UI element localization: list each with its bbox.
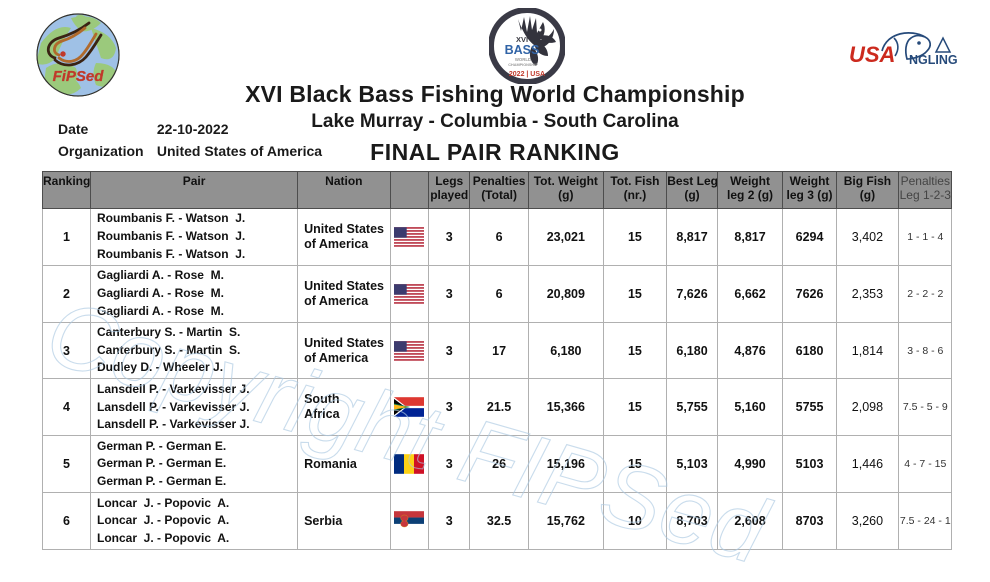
svg-text:BASS: BASS [505,43,540,57]
svg-text:FiPSed: FiPSed [53,68,105,85]
svg-text:CHAMPIONSHIP: CHAMPIONSHIP [508,63,538,67]
svg-text:WORLD: WORLD [515,57,531,62]
svg-text:NGLING: NGLING [909,53,958,67]
svg-text:USA: USA [849,42,895,67]
svg-text:2022 | USA: 2022 | USA [509,71,545,78]
